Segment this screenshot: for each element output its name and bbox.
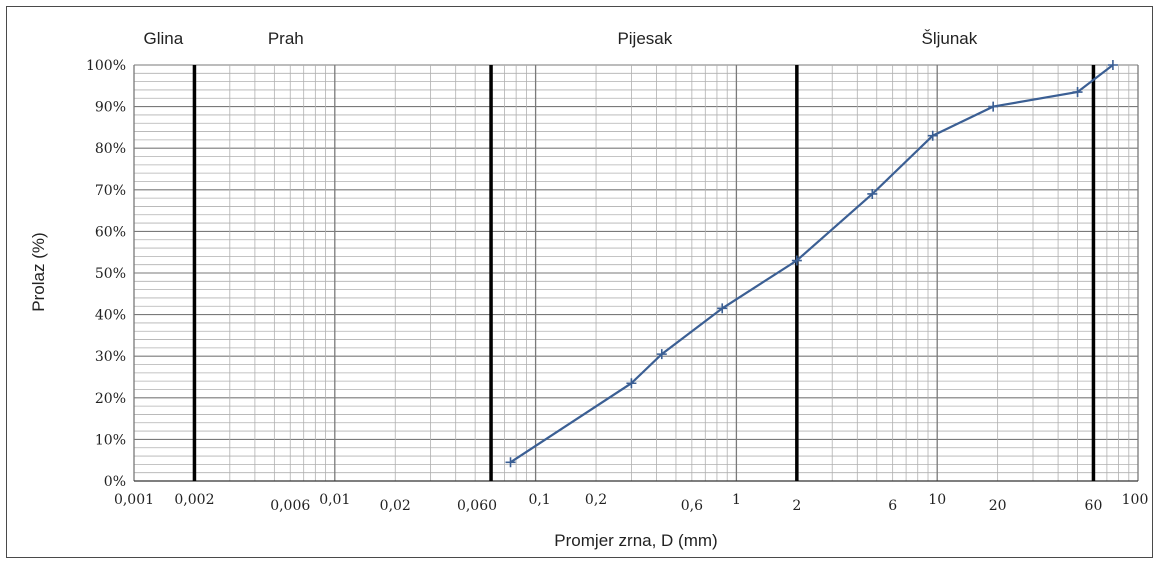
x-tick-label: 0,1	[528, 492, 550, 508]
x-tick-label: 2	[792, 498, 801, 514]
x-tick-labels: 0,001 0,002 0,006 0,01 0,02 0,060 0,1 0,2 0,6 1 2 6…	[114, 492, 1148, 514]
zone-label: Glina	[143, 29, 183, 48]
grid	[133, 64, 1139, 482]
x-tick-label: 0,006	[270, 498, 310, 514]
data-point	[988, 101, 999, 112]
fraction-boundaries	[192, 65, 1096, 481]
y-tick-label: 80%	[95, 141, 126, 157]
series-line	[509, 64, 1114, 464]
y-tick-label: 10%	[95, 432, 126, 448]
x-tick-label: 20	[989, 498, 1007, 514]
data-point	[505, 457, 516, 468]
y-tick-label: 90%	[95, 100, 126, 116]
y-tick-label: 40%	[95, 308, 126, 324]
x-tick-label: 0,01	[319, 492, 350, 508]
zone-label: Prah	[268, 29, 304, 48]
x-tick-label: 0,060	[457, 498, 497, 514]
data-point	[656, 349, 667, 360]
x-tick-label: 0,6	[681, 498, 703, 514]
y-tick-label: 50%	[95, 266, 126, 282]
zone-label: Šljunak	[922, 29, 978, 48]
x-tick-label: 6	[888, 498, 897, 514]
x-tick-label: 0,001	[114, 492, 154, 508]
data-point	[867, 188, 878, 199]
series-layer	[505, 60, 1118, 468]
x-tick-label: 1	[732, 492, 741, 508]
y-tick-label: 30%	[95, 349, 126, 365]
data-point	[1072, 87, 1083, 98]
x-tick-label: 0,002	[174, 492, 214, 508]
data-point	[791, 255, 802, 266]
y-tick-label: 100%	[86, 58, 126, 74]
x-tick-label: 100	[1122, 492, 1149, 508]
x-tick-label: 60	[1085, 498, 1103, 514]
x-tick-label: 10	[928, 492, 946, 508]
y-tick-labels: 0% 10% 20% 30% 40% 50% 60% 70% 80% 90% 100%	[86, 58, 126, 490]
y-tick-label: 0%	[104, 474, 126, 490]
data-point	[1107, 60, 1118, 70]
y-tick-label: 20%	[95, 391, 126, 407]
x-tick-label: 0,02	[380, 498, 411, 514]
y-tick-label: 60%	[95, 224, 126, 240]
data-point	[927, 130, 938, 141]
zone-labels: Glina Prah Pijesak Šljunak	[143, 29, 977, 48]
zone-label: Pijesak	[617, 29, 672, 48]
y-tick-label: 70%	[95, 183, 126, 199]
data-point	[717, 303, 728, 314]
x-axis-title: Promjer zrna, D (mm)	[554, 531, 717, 550]
x-tick-label: 0,2	[585, 492, 607, 508]
data-point	[626, 378, 637, 389]
y-axis-title: Prolaz (%)	[29, 232, 48, 311]
